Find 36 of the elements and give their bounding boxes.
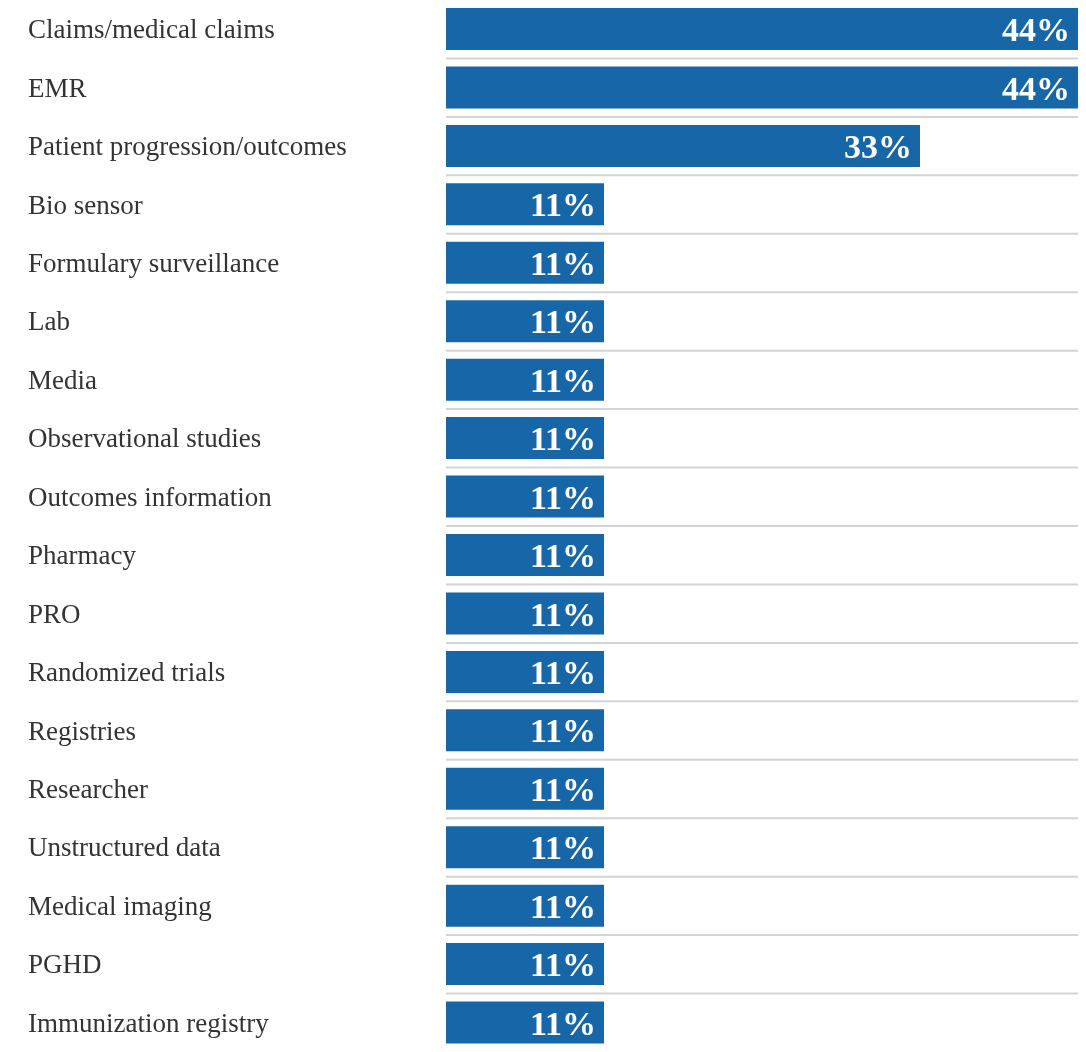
- y-tick-label: EMR: [28, 72, 87, 103]
- y-tick-label: PRO: [28, 598, 81, 629]
- data-label: 11%: [529, 361, 596, 399]
- y-tick-label: Unstructured data: [28, 832, 221, 863]
- data-label: 44%: [1002, 69, 1070, 107]
- y-tick-label: Researcher: [28, 774, 148, 804]
- data-label: 11%: [529, 946, 596, 984]
- y-tick-label: Medical imaging: [28, 890, 212, 921]
- y-tick-label: Patient progression/outcomes: [28, 131, 347, 162]
- data-label: 11%: [529, 478, 596, 516]
- data-label: 44%: [1002, 11, 1070, 49]
- data-label: 11%: [529, 244, 596, 282]
- y-tick-label: Pharmacy: [28, 540, 137, 571]
- data-label: 11%: [529, 887, 596, 925]
- y-tick-label: Randomized trials: [28, 657, 226, 688]
- y-tick-label: Immunization registry: [28, 1007, 270, 1038]
- data-label: 11%: [529, 186, 596, 224]
- y-tick-label: Lab: [28, 306, 70, 337]
- y-tick-label: PGHD: [28, 949, 102, 980]
- data-label: 11%: [529, 712, 596, 750]
- y-tick-label: Media: [28, 364, 97, 395]
- data-label: 11%: [529, 653, 596, 691]
- y-tick-label: Claims/medical claims: [28, 14, 275, 45]
- data-label: 11%: [529, 537, 596, 575]
- y-tick-label: Registries: [28, 715, 136, 746]
- data-label: 11%: [529, 595, 596, 633]
- y-tick-label: Observational studies: [28, 423, 262, 454]
- data-label: 11%: [529, 829, 596, 867]
- data-label: 11%: [529, 770, 596, 808]
- y-tick-label: Outcomes information: [28, 481, 273, 512]
- data-label: 11%: [529, 1004, 596, 1042]
- y-tick-label: Bio sensor: [28, 189, 143, 220]
- data-label: 11%: [529, 420, 596, 458]
- y-tick-label: Formulary surveillance: [28, 248, 280, 278]
- data-label: 33%: [844, 127, 912, 165]
- data-label: 11%: [529, 303, 596, 341]
